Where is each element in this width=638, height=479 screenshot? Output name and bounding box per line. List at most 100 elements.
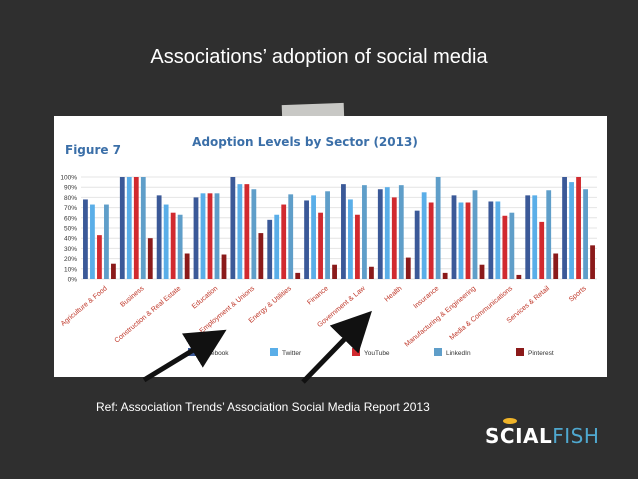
figure-label: Figure 7 bbox=[65, 143, 121, 157]
bar bbox=[281, 204, 287, 279]
bar bbox=[237, 184, 243, 279]
bar bbox=[472, 190, 478, 279]
bar bbox=[207, 193, 213, 279]
legend-label: Pinterest bbox=[528, 350, 554, 357]
x-tick-label: Business bbox=[119, 285, 146, 309]
bar bbox=[133, 177, 139, 279]
bar bbox=[126, 177, 132, 279]
bar bbox=[251, 189, 257, 279]
y-tick-label: 100% bbox=[60, 175, 77, 182]
fish-icon bbox=[503, 418, 517, 424]
bar bbox=[318, 212, 323, 279]
legend-label: YouTube bbox=[364, 350, 390, 357]
bar bbox=[562, 177, 567, 279]
bar bbox=[569, 182, 574, 279]
y-tick-label: 50% bbox=[64, 226, 77, 233]
bar bbox=[184, 253, 190, 279]
legend-label: Facebook bbox=[200, 350, 229, 357]
bar bbox=[465, 202, 471, 279]
y-tick-label: 80% bbox=[64, 195, 77, 202]
bar bbox=[539, 221, 545, 279]
y-tick-label: 30% bbox=[64, 246, 77, 253]
legend: Facebook Twitter YouTube LinkedIn Pinterest bbox=[188, 348, 554, 357]
bar bbox=[442, 272, 448, 279]
bar bbox=[348, 199, 353, 279]
bars bbox=[83, 177, 595, 279]
bar bbox=[362, 185, 367, 279]
legend-label: Twitter bbox=[282, 350, 302, 357]
bar bbox=[332, 264, 337, 279]
bar bbox=[576, 177, 581, 279]
bar bbox=[288, 194, 294, 279]
bar bbox=[97, 235, 102, 279]
y-axis: 0% 10% 20% 30% 40% 50% 60% 70% 80% 90% 100% bbox=[60, 175, 77, 284]
bar bbox=[369, 266, 374, 279]
bar bbox=[355, 214, 360, 279]
bar bbox=[83, 199, 88, 279]
x-tick-label: Manufacturing & Engineering bbox=[404, 285, 478, 348]
bar bbox=[398, 185, 404, 279]
legend-swatch bbox=[516, 348, 524, 356]
bar bbox=[214, 193, 220, 279]
bar bbox=[435, 177, 441, 279]
y-tick-label: 40% bbox=[64, 236, 77, 243]
bar bbox=[244, 184, 250, 279]
bar bbox=[495, 201, 501, 279]
bar bbox=[311, 195, 316, 279]
bar bbox=[502, 215, 508, 279]
bar bbox=[384, 187, 390, 279]
x-tick-label: Insurance bbox=[412, 285, 440, 310]
reference-text: Ref: Association Trends’ Association Soc… bbox=[96, 400, 430, 414]
adoption-chart: Figure 7 Adoption Levels by Sector (2013… bbox=[60, 135, 597, 357]
x-tick-label: Construction & Real Estate bbox=[114, 285, 183, 344]
bar bbox=[170, 212, 176, 279]
legend-swatch bbox=[270, 348, 278, 356]
y-tick-label: 0% bbox=[68, 277, 78, 284]
bar bbox=[177, 214, 183, 279]
bar bbox=[451, 195, 457, 279]
y-tick-label: 90% bbox=[64, 185, 77, 192]
bar bbox=[590, 245, 595, 279]
socialfish-logo: SCIALFISH bbox=[485, 424, 600, 448]
y-tick-label: 60% bbox=[64, 215, 77, 222]
bar bbox=[147, 238, 153, 279]
bar bbox=[274, 214, 280, 279]
bar bbox=[230, 177, 236, 279]
bar bbox=[111, 263, 116, 279]
x-tick-label: Education bbox=[191, 285, 219, 310]
bar bbox=[200, 193, 206, 279]
y-tick-label: 10% bbox=[64, 266, 77, 273]
legend-swatch bbox=[188, 348, 196, 356]
bar bbox=[414, 210, 420, 279]
bar bbox=[509, 212, 515, 279]
bar bbox=[428, 202, 434, 279]
legend-swatch bbox=[352, 348, 360, 356]
bar bbox=[421, 192, 427, 279]
y-tick-label: 70% bbox=[64, 205, 77, 212]
bar bbox=[304, 200, 309, 279]
chart-title: Adoption Levels by Sector (2013) bbox=[192, 135, 418, 149]
bar bbox=[391, 197, 397, 279]
bar bbox=[479, 264, 485, 279]
bar bbox=[156, 195, 162, 279]
bar bbox=[267, 219, 273, 279]
bar bbox=[458, 202, 464, 279]
legend-label: LinkedIn bbox=[446, 350, 471, 357]
bar bbox=[193, 197, 199, 279]
bar bbox=[258, 233, 264, 279]
bar bbox=[516, 274, 522, 279]
y-tick-label: 20% bbox=[64, 256, 77, 263]
bar bbox=[325, 191, 330, 279]
bar bbox=[140, 177, 146, 279]
bar bbox=[525, 195, 531, 279]
bar bbox=[405, 257, 411, 279]
slide-title: Associations’ adoption of social media bbox=[150, 46, 488, 68]
bar bbox=[377, 189, 383, 279]
bar bbox=[163, 204, 169, 279]
bar bbox=[104, 204, 109, 279]
bar bbox=[119, 177, 125, 279]
bar bbox=[488, 201, 494, 279]
bar bbox=[546, 190, 552, 279]
bar bbox=[583, 189, 588, 279]
